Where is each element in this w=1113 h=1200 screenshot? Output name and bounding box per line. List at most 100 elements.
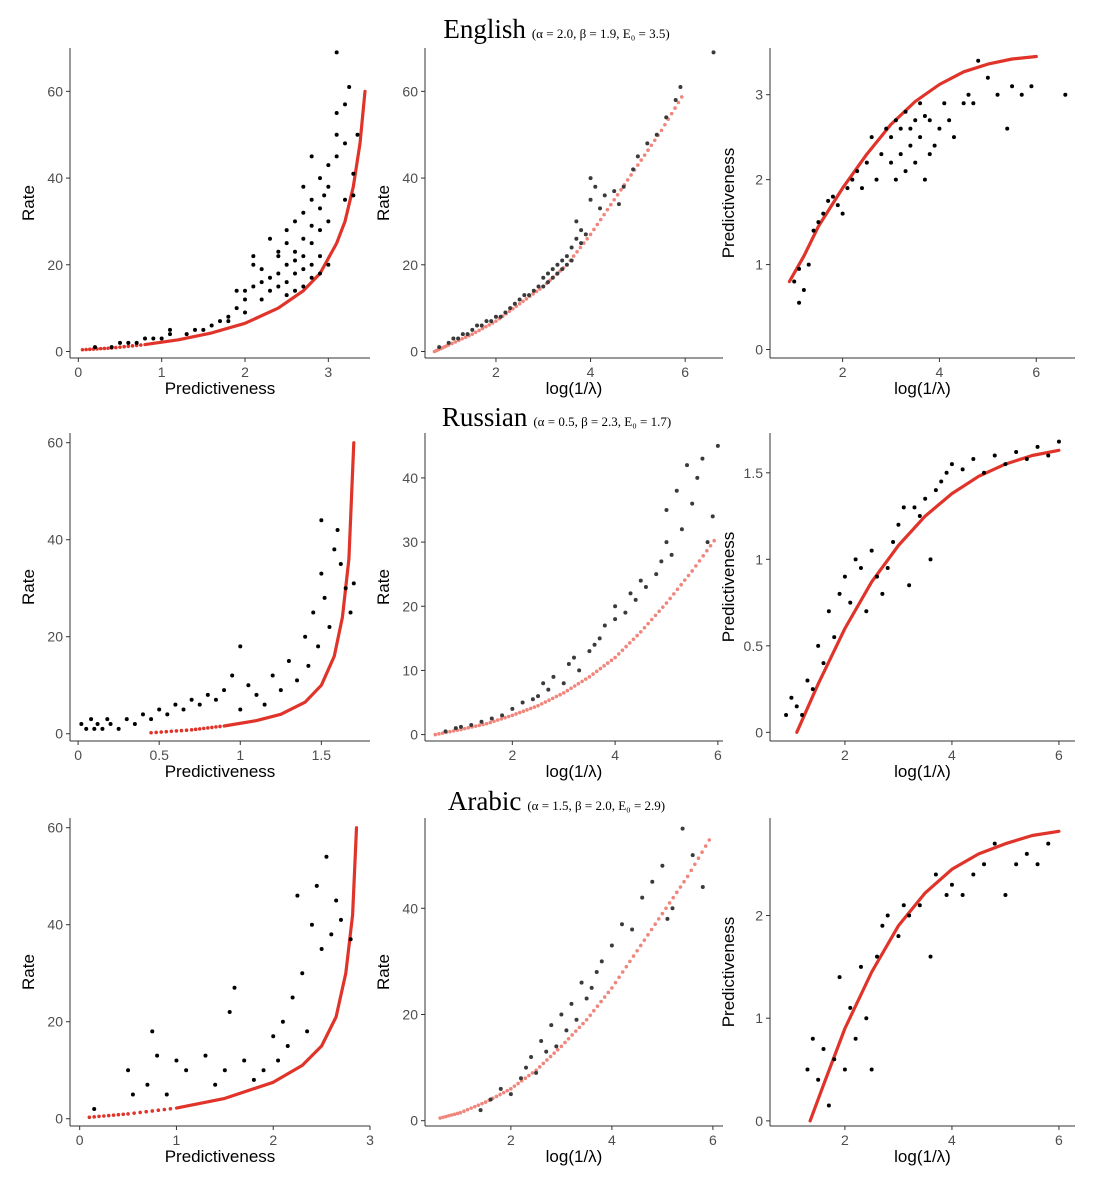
data-point — [664, 508, 669, 512]
data-point — [1024, 851, 1029, 856]
data-point — [555, 271, 560, 276]
data-point — [619, 922, 624, 927]
y-tick-label: 0 — [755, 342, 763, 358]
fit-dot — [111, 1113, 116, 1117]
data-point — [574, 236, 579, 241]
data-point — [640, 895, 645, 900]
fit-dot — [616, 652, 621, 656]
data-point — [628, 591, 633, 596]
data-point — [84, 726, 89, 731]
data-point — [710, 514, 715, 519]
data-point — [569, 245, 574, 250]
data-point — [695, 475, 700, 480]
data-point — [541, 275, 546, 280]
fit-dot — [625, 178, 630, 182]
y-axis-title: Rate — [374, 569, 393, 605]
fit-dot — [517, 302, 522, 306]
fit-dot — [218, 724, 222, 729]
model-parameters: (α = 0.5, β = 2.3, E₀ = 1.7) — [533, 414, 672, 429]
fit-dot — [581, 1021, 585, 1026]
x-axis-title: log(1/λ) — [894, 379, 951, 398]
x-axis-title: log(1/λ) — [546, 762, 603, 781]
fit-dot — [462, 1109, 466, 1114]
fit-dot — [627, 641, 632, 645]
data-point — [306, 663, 311, 668]
data-point — [602, 193, 607, 198]
y-tick-label: 20 — [402, 1006, 418, 1022]
data-point — [268, 236, 272, 241]
fit-dot — [503, 715, 507, 720]
data-point — [842, 1067, 847, 1072]
data-point — [498, 1086, 503, 1091]
y-axis-title: Predictiveness — [719, 532, 738, 643]
data-point — [837, 591, 842, 596]
fit-dot — [669, 111, 674, 116]
data-point — [143, 336, 147, 341]
data-point — [700, 456, 705, 461]
data-point — [322, 595, 327, 600]
fit-dot — [705, 548, 709, 553]
fit-dot — [664, 601, 669, 605]
fit-dot — [455, 1111, 460, 1116]
data-point — [92, 1107, 97, 1112]
data-point — [901, 903, 906, 908]
data-point — [284, 293, 289, 298]
fit-dot — [594, 669, 599, 674]
fit-dot — [189, 728, 194, 732]
fit-dot — [602, 664, 606, 668]
data-point — [318, 254, 322, 259]
data-point — [864, 160, 869, 165]
data-point — [923, 496, 928, 501]
fit-dot — [675, 890, 679, 895]
fit-dot — [628, 959, 632, 964]
fit-dot — [595, 1004, 600, 1008]
data-point — [351, 193, 356, 198]
language-name: Arabic — [447, 786, 522, 816]
data-point — [488, 1097, 493, 1102]
data-point — [891, 540, 896, 545]
data-point — [280, 1019, 285, 1024]
data-point — [529, 1054, 534, 1059]
fit-dot — [521, 709, 526, 714]
fit-dot — [523, 1076, 528, 1081]
data-point — [226, 314, 231, 319]
fit-dot — [581, 241, 586, 245]
data-point — [238, 644, 243, 649]
data-point — [917, 903, 922, 908]
fit-dot — [656, 917, 661, 921]
data-point — [116, 726, 121, 731]
fit-dot — [126, 344, 131, 349]
y-tick-label: 1.5 — [744, 465, 764, 481]
data-point — [922, 177, 927, 182]
data-point — [316, 644, 321, 649]
fit-dot — [700, 850, 704, 854]
x-tick-label: 6 — [714, 747, 722, 763]
fit-dot — [87, 347, 92, 352]
data-point — [889, 160, 894, 165]
data-point — [541, 681, 546, 686]
data-point — [598, 206, 603, 211]
data-point — [864, 1016, 869, 1021]
y-tick-label: 1 — [755, 1010, 763, 1026]
data-point — [301, 267, 306, 272]
fit-dot — [460, 336, 464, 341]
fit-dot — [97, 1114, 101, 1119]
data-point — [621, 184, 626, 189]
fit-dot — [649, 143, 654, 148]
data-point — [168, 332, 172, 337]
data-point — [912, 505, 917, 510]
data-point — [155, 1053, 160, 1058]
fit-dot — [144, 1109, 149, 1114]
data-point — [309, 922, 314, 927]
fit-dot — [598, 217, 603, 222]
fit-dot — [683, 578, 687, 582]
data-point — [118, 340, 122, 345]
data-point — [800, 713, 805, 718]
fit-dot — [139, 343, 143, 347]
data-point — [126, 340, 131, 345]
x-tick-label: 2 — [492, 364, 500, 380]
data-point — [992, 841, 997, 846]
x-tick-label: 3 — [324, 364, 332, 380]
data-point — [259, 267, 264, 272]
